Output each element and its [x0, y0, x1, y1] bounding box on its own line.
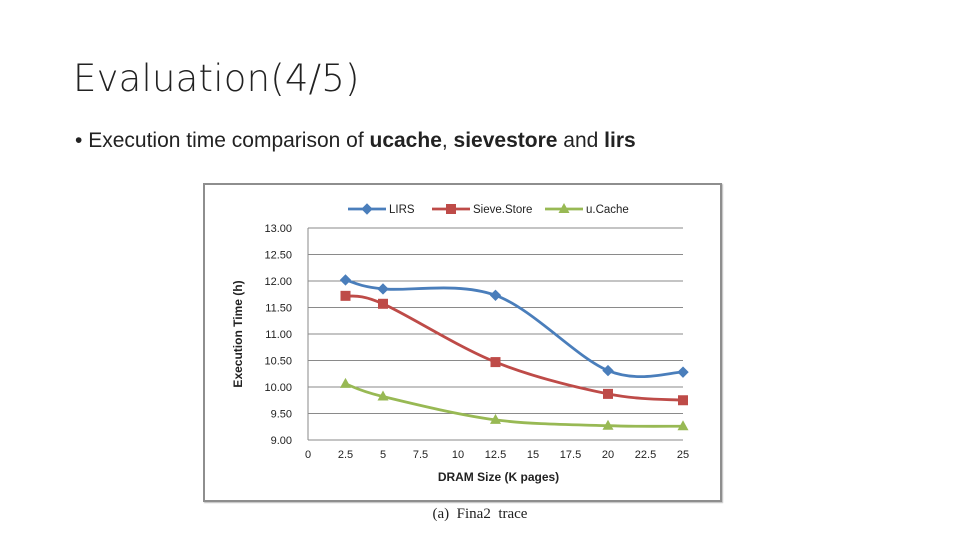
- line-chart: 9.009.5010.0010.5011.0011.5012.0012.5013…: [231, 203, 689, 484]
- x-tick-label: 2.5: [338, 449, 353, 461]
- x-tick-label: 20: [602, 449, 614, 461]
- bullet-term-ucache: ucache: [369, 129, 442, 152]
- series-line-u-cache: [345, 382, 684, 428]
- figure-caption: (a) Fina2 trace: [0, 506, 960, 523]
- data-point-sieve-store: [340, 290, 351, 301]
- data-point-u-cache: [490, 413, 501, 424]
- data-point-sieve-store: [603, 388, 613, 399]
- series-line-sieve-store: [345, 294, 684, 402]
- chart-frame: 9.00 9.50 10.00 10.50 11.00 11.50 12.00 12.50 13…: [203, 183, 722, 502]
- data-point-u-cache: [377, 390, 389, 401]
- slide-title: Evaluation(4/5): [73, 57, 360, 100]
- bullet-prefix: Execution time comparison of: [88, 129, 370, 152]
- legend-marker-sieve-store: [446, 204, 456, 214]
- x-tick-label: 7.5: [413, 449, 428, 461]
- legend-marker-u-cache: [558, 203, 570, 213]
- y-tick-label: 11.00: [265, 329, 292, 341]
- x-tick-label: 17.5: [560, 449, 581, 461]
- y-tick-label: 12.50: [264, 250, 292, 262]
- bullet-separator: and: [557, 129, 605, 152]
- x-axis-title: DRAM Size (K pages): [438, 470, 559, 484]
- y-tick-label: 10.50: [264, 356, 292, 368]
- series-line-lirs: [345, 278, 684, 379]
- y-tick-label: 12.00: [264, 276, 292, 288]
- caption-text: (a) Fina2 trace: [432, 506, 528, 522]
- legend-label-u-cache: u.Cache: [586, 204, 629, 216]
- x-tick-label: 0: [305, 449, 311, 461]
- y-tick-label: 10.00: [264, 382, 292, 394]
- bullet-term-lirs: lirs: [604, 129, 636, 152]
- y-tick-label: 13.00: [264, 223, 292, 235]
- data-point-lirs: [339, 274, 352, 286]
- legend-marker-lirs: [361, 203, 373, 215]
- legend-label-lirs: LIRS: [389, 204, 415, 216]
- data-point-lirs: [602, 364, 614, 377]
- bullet-text: • Execution time comparison of ucache, s…: [75, 129, 636, 153]
- x-tick-label: 10: [452, 449, 464, 461]
- bullet-marker: •: [75, 129, 83, 152]
- data-point-sieve-store: [678, 395, 688, 406]
- y-tick-label: 11.50: [265, 303, 292, 315]
- data-point-u-cache: [340, 377, 351, 388]
- bullet-term-sievestore: sievestore: [453, 129, 558, 152]
- data-point-u-cache: [677, 420, 689, 431]
- x-tick-label: 15: [527, 449, 539, 461]
- x-tick-label: 22.5: [635, 449, 656, 461]
- data-point-lirs: [489, 289, 502, 302]
- data-point-sieve-store: [378, 298, 388, 309]
- data-point-u-cache: [602, 419, 614, 430]
- data-point-sieve-store: [490, 357, 501, 368]
- legend-label-sieve-store: Sieve.Store: [473, 204, 532, 216]
- bullet-separator: ,: [441, 129, 454, 152]
- y-tick-label: 9.00: [271, 435, 292, 447]
- data-point-lirs: [377, 283, 389, 295]
- x-tick-label: 25: [677, 449, 689, 461]
- x-tick-label: 5: [380, 449, 386, 461]
- y-tick-label: 9.50: [271, 409, 292, 421]
- data-point-lirs: [677, 366, 689, 378]
- y-axis-title: Execution Time (h): [231, 280, 245, 387]
- x-tick-label: 12.5: [485, 449, 506, 461]
